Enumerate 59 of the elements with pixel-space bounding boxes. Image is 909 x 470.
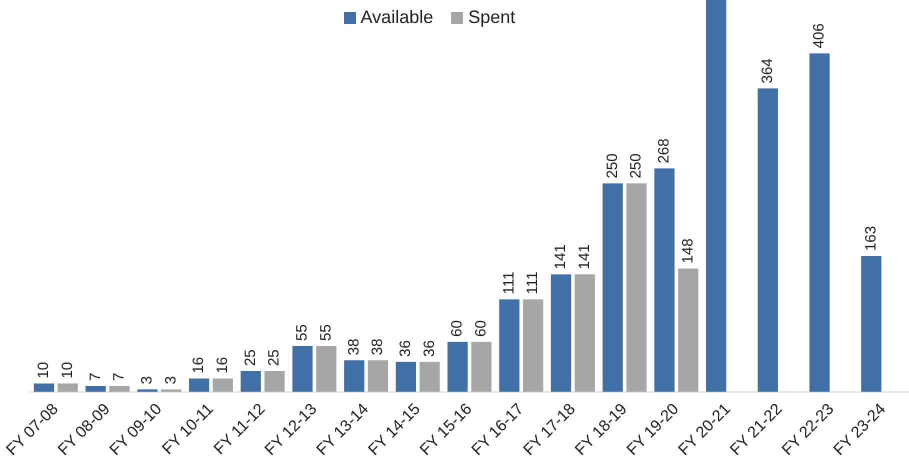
bar (448, 342, 468, 392)
data-label: 111 (524, 272, 542, 294)
data-label: 25 (242, 349, 259, 366)
bar (550, 274, 572, 392)
data-label: 55 (317, 324, 334, 342)
bar (58, 384, 78, 392)
data-label: 250 (604, 153, 621, 178)
bar (758, 88, 778, 392)
bar (264, 371, 285, 392)
bar (34, 384, 54, 392)
bar (188, 378, 210, 392)
data-label: 7 (86, 372, 104, 382)
bar (420, 362, 440, 392)
data-label: 10 (58, 362, 76, 379)
bar (212, 378, 233, 392)
bar (678, 268, 698, 392)
legend-label: Spent (468, 7, 516, 28)
data-label: 38 (345, 338, 362, 356)
data-label: 148 (679, 238, 696, 264)
data-label: 10 (35, 362, 52, 379)
bar (602, 183, 623, 392)
bar (368, 360, 388, 392)
data-label: 111 (500, 272, 518, 294)
bar (109, 386, 130, 392)
data-label: 268 (656, 138, 673, 164)
bar (396, 362, 416, 392)
bar (86, 386, 106, 392)
data-label: 25 (266, 349, 283, 366)
data-label: 364 (758, 58, 776, 84)
data-label: 3 (162, 376, 180, 384)
bar (706, 0, 726, 392)
bar (240, 371, 261, 392)
bar (626, 183, 647, 392)
data-label: 250 (628, 153, 645, 178)
bar (471, 342, 492, 392)
bar (344, 360, 364, 392)
bar (654, 168, 675, 392)
bar (809, 53, 830, 392)
data-label: 38 (369, 338, 386, 356)
data-label: 141 (576, 244, 593, 270)
legend-label: Available (360, 7, 434, 28)
data-label: 7 (110, 372, 128, 382)
data-label: 60 (448, 320, 466, 337)
data-label: 163 (862, 226, 880, 251)
data-label: 16 (214, 356, 232, 374)
bar (292, 346, 313, 392)
bar (522, 299, 544, 392)
bar (499, 299, 520, 392)
data-label: 406 (810, 23, 828, 48)
bar (316, 346, 336, 392)
data-label: 60 (472, 320, 490, 337)
data-label: 3 (138, 376, 156, 384)
data-label: 55 (294, 324, 311, 342)
data-label: 36 (397, 340, 414, 357)
bar (574, 274, 595, 392)
data-label: 16 (190, 356, 208, 374)
data-label: 141 (552, 244, 570, 270)
bar (861, 256, 882, 392)
data-label: 36 (420, 340, 438, 357)
